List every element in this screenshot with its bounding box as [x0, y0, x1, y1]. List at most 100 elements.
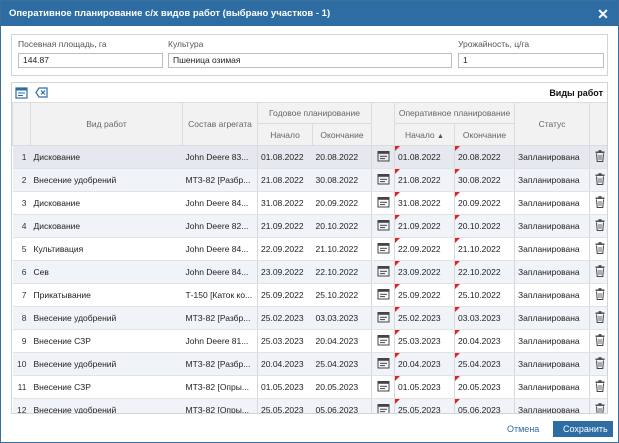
work-type-cell[interactable]: Внесение СЗР — [30, 375, 183, 399]
work-type-cell[interactable]: Внесение СЗР — [30, 329, 183, 353]
annual-end-cell[interactable]: 20.10.2022 — [312, 214, 372, 238]
culture-input[interactable]: Пшеница озимая — [168, 53, 452, 68]
aggregate-cell[interactable]: МТЗ-82 [Разбр... — [182, 352, 258, 376]
annual-end-cell[interactable]: 05.06.2023 — [312, 398, 372, 413]
table-row[interactable]: 10 Внесение удобрений МТЗ-82 [Разбр... 20.0… — [12, 352, 607, 376]
trash-icon[interactable] — [589, 237, 607, 261]
calendar-edit-icon[interactable] — [371, 375, 395, 399]
yield-input[interactable]: 1 — [458, 53, 604, 68]
annual-end-cell[interactable]: 22.10.2022 — [312, 260, 372, 284]
op-start-cell[interactable]: 20.04.2023 — [394, 352, 455, 376]
op-end-cell[interactable]: 03.03.2023 — [454, 306, 515, 330]
table-row[interactable]: 3 Дискование John Deere 84... 31.08.2022 20.… — [12, 191, 607, 215]
annual-end-cell[interactable]: 25.10.2022 — [312, 283, 372, 307]
annual-start-cell[interactable]: 01.05.2023 — [257, 375, 313, 399]
save-button[interactable]: Сохранить — [553, 421, 613, 437]
op-end-cell[interactable]: 20.09.2022 — [454, 191, 515, 215]
col-aggregate-header[interactable]: Состав агрегата — [182, 102, 258, 146]
calendar-edit-icon[interactable] — [371, 214, 395, 238]
op-end-cell[interactable]: 05.06.2023 — [454, 398, 515, 413]
op-end-cell[interactable]: 25.10.2022 — [454, 283, 515, 307]
work-type-cell[interactable]: Культивация — [30, 237, 183, 261]
table-row[interactable]: 11 Внесение СЗР МТЗ-82 [Опры... 01.05.2023 2… — [12, 375, 607, 399]
calendar-edit-icon[interactable] — [371, 191, 395, 215]
op-start-cell[interactable]: 21.09.2022 — [394, 214, 455, 238]
table-row[interactable]: 9 Внесение СЗР John Deere 81... 25.03.2023 2… — [12, 329, 607, 353]
col-status-header[interactable]: Статус — [514, 102, 591, 146]
aggregate-cell[interactable]: МТЗ-82 [Разбр... — [182, 306, 258, 330]
annual-start-cell[interactable]: 25.02.2023 — [257, 306, 313, 330]
trash-icon[interactable] — [589, 398, 607, 413]
annual-end-cell[interactable]: 20.08.2022 — [312, 145, 372, 169]
op-end-cell[interactable]: 21.10.2022 — [454, 237, 515, 261]
annual-start-cell[interactable]: 25.09.2022 — [257, 283, 313, 307]
calendar-add-icon[interactable] — [14, 86, 28, 100]
op-end-cell[interactable]: 20.05.2023 — [454, 375, 515, 399]
op-end-cell[interactable]: 20.10.2022 — [454, 214, 515, 238]
annual-end-cell[interactable]: 03.03.2023 — [312, 306, 372, 330]
calendar-edit-icon[interactable] — [371, 145, 395, 169]
aggregate-cell[interactable]: John Deere 83... — [182, 145, 258, 169]
trash-icon[interactable] — [589, 168, 607, 192]
op-end-cell[interactable]: 20.08.2022 — [454, 145, 515, 169]
table-row[interactable]: 6 Сев John Deere 84... 23.09.2022 22.10.2022… — [12, 260, 607, 284]
annual-start-cell[interactable]: 20.04.2023 — [257, 352, 313, 376]
aggregate-cell[interactable]: МТЗ-82 [Разбр... — [182, 168, 258, 192]
trash-icon[interactable] — [589, 329, 607, 353]
op-start-cell[interactable]: 25.03.2023 — [394, 329, 455, 353]
table-row[interactable]: 12 Внесение удобрений МТЗ-82 [Опры... 25.05… — [12, 398, 607, 413]
aggregate-cell[interactable]: John Deere 82... — [182, 214, 258, 238]
annual-start-cell[interactable]: 25.03.2023 — [257, 329, 313, 353]
op-end-header[interactable]: Окончание — [454, 123, 516, 146]
trash-icon[interactable] — [589, 375, 607, 399]
annual-start-cell[interactable]: 21.09.2022 — [257, 214, 313, 238]
op-end-cell[interactable]: 20.04.2023 — [454, 329, 515, 353]
op-start-cell[interactable]: 22.09.2022 — [394, 237, 455, 261]
calendar-edit-icon[interactable] — [371, 306, 395, 330]
aggregate-cell[interactable]: John Deere 84... — [182, 260, 258, 284]
table-row[interactable]: 5 Культивация John Deere 84... 22.09.2022 21… — [12, 237, 607, 261]
annual-start-cell[interactable]: 21.08.2022 — [257, 168, 313, 192]
annual-start-header[interactable]: Начало — [257, 123, 313, 146]
annual-start-cell[interactable]: 31.08.2022 — [257, 191, 313, 215]
clear-icon[interactable] — [34, 86, 48, 100]
op-start-cell[interactable]: 31.08.2022 — [394, 191, 455, 215]
table-row[interactable]: 1 Дискование John Deere 83... 01.08.2022 20.… — [12, 145, 607, 169]
annual-end-cell[interactable]: 25.04.2023 — [312, 352, 372, 376]
annual-start-cell[interactable]: 23.09.2022 — [257, 260, 313, 284]
aggregate-cell[interactable]: John Deere 81... — [182, 329, 258, 353]
annual-start-cell[interactable]: 25.05.2023 — [257, 398, 313, 413]
cancel-button[interactable]: Отмена — [497, 421, 549, 437]
work-type-cell[interactable]: Внесение удобрений — [30, 306, 183, 330]
op-start-cell[interactable]: 01.05.2023 — [394, 375, 455, 399]
annual-end-cell[interactable]: 20.09.2022 — [312, 191, 372, 215]
aggregate-cell[interactable]: МТЗ-82 [Опры... — [182, 375, 258, 399]
work-type-cell[interactable]: Дискование — [30, 214, 183, 238]
annual-end-cell[interactable]: 20.04.2023 — [312, 329, 372, 353]
table-row[interactable]: 7 Прикатывание Т-150 [Каток ко... 25.09.202… — [12, 283, 607, 307]
op-end-cell[interactable]: 30.08.2022 — [454, 168, 515, 192]
calendar-edit-icon[interactable] — [371, 237, 395, 261]
annual-start-cell[interactable]: 01.08.2022 — [257, 145, 313, 169]
trash-icon[interactable] — [589, 260, 607, 284]
work-type-cell[interactable]: Внесение удобрений — [30, 168, 183, 192]
table-row[interactable]: 2 Внесение удобрений МТЗ-82 [Разбр... 21.08… — [12, 168, 607, 192]
trash-icon[interactable] — [589, 306, 607, 330]
aggregate-cell[interactable]: Т-150 [Каток ко... — [182, 283, 258, 307]
annual-end-header[interactable]: Окончание — [311, 123, 373, 146]
calendar-edit-icon[interactable] — [371, 352, 395, 376]
work-type-cell[interactable]: Дискование — [30, 191, 183, 215]
annual-start-cell[interactable]: 22.09.2022 — [257, 237, 313, 261]
trash-icon[interactable] — [589, 352, 607, 376]
table-row[interactable]: 8 Внесение удобрений МТЗ-82 [Разбр... 25.02… — [12, 306, 607, 330]
annual-end-cell[interactable]: 30.08.2022 — [312, 168, 372, 192]
calendar-edit-icon[interactable] — [371, 283, 395, 307]
trash-icon[interactable] — [589, 283, 607, 307]
work-type-cell[interactable]: Сев — [30, 260, 183, 284]
col-work-header[interactable]: Вид работ — [30, 102, 183, 146]
work-type-cell[interactable]: Внесение удобрений — [30, 352, 183, 376]
op-start-cell[interactable]: 25.05.2023 — [394, 398, 455, 413]
calendar-edit-icon[interactable] — [371, 168, 395, 192]
work-type-cell[interactable]: Дискование — [30, 145, 183, 169]
trash-icon[interactable] — [589, 145, 607, 169]
